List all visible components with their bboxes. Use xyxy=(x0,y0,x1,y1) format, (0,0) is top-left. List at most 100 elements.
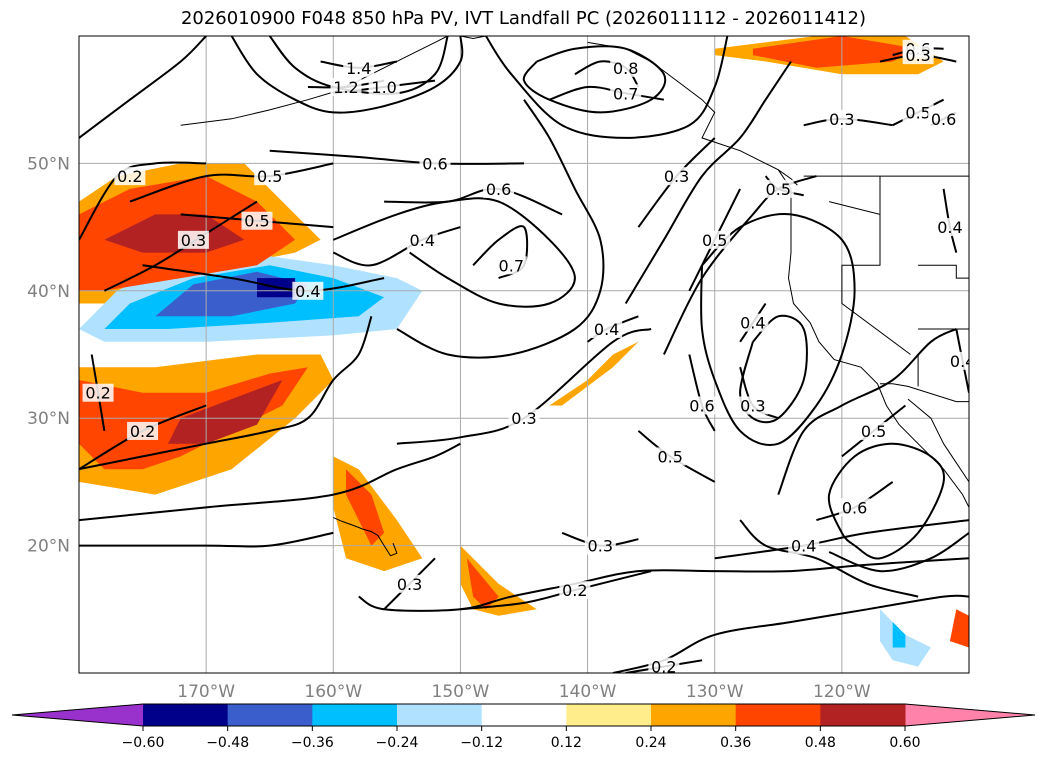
colorbar-tick-label-4: −0.12 xyxy=(460,735,503,751)
contour-label-10: 0.7 xyxy=(613,84,638,103)
contour-label-bg-8 xyxy=(495,256,527,275)
contour-label-24: 0.6 xyxy=(842,498,867,517)
contour-label-13: 1.0 xyxy=(371,78,396,97)
contour-label-bg-24 xyxy=(839,498,871,517)
colorbar-segment-5 xyxy=(566,704,652,726)
contour-label-9: 0.8 xyxy=(613,59,638,78)
contour-label-21: 0.5 xyxy=(766,180,791,199)
contour-label-32: 0.4 xyxy=(950,352,975,371)
contour-1 xyxy=(103,200,258,292)
contour-0 xyxy=(79,161,207,241)
contour-label-bg-26 xyxy=(826,109,858,128)
contour-label-bg-17 xyxy=(699,230,731,249)
coastline-0 xyxy=(587,41,969,508)
colorbar-segment-8 xyxy=(820,704,906,726)
contour-4 xyxy=(269,149,525,165)
chart-title: 2026010900 F048 850 hPa PV, IVT Landfall… xyxy=(180,8,867,29)
contour-label-6: 0.4 xyxy=(410,231,435,250)
lat-tick-label-1: 30°N xyxy=(27,409,70,429)
contour-label-bg-36 xyxy=(394,574,426,593)
contour-line-9 xyxy=(79,531,334,548)
contour-label-bg-12 xyxy=(330,77,362,96)
contour-label-bg-4 xyxy=(419,154,451,173)
contour-label-bg-7 xyxy=(483,179,515,198)
contour-label-bg-32 xyxy=(947,351,969,370)
contour-label-bg-13 xyxy=(368,77,400,96)
contour-label-bg-0 xyxy=(114,167,146,186)
contour-label-bg-33 xyxy=(82,383,114,402)
map-area: 0.2 0.3 0.5 0.5 0.6 0.4 0.4 0.6 0.7 0.8 0.7 1.41.2 1… xyxy=(79,36,975,673)
contour-label-bg-22 xyxy=(737,313,769,332)
map-frame xyxy=(78,35,970,674)
contour-line-13 xyxy=(739,314,808,424)
contour-label-8: 0.7 xyxy=(499,256,524,275)
contour-label-30: 0.3 xyxy=(905,46,930,65)
colorbar: −0.60 −0.48 −0.36 −0.24 −0.12 0.12 0.24 0.36 0.4… xyxy=(11,703,1036,751)
contour-line-8 xyxy=(79,442,461,522)
lat-tick-label-3: 50°N xyxy=(27,154,70,174)
contour-label-25: 0.4 xyxy=(791,537,816,556)
contour-label-12: 1.2 xyxy=(333,78,358,97)
contour-label-bg-5 xyxy=(292,281,324,300)
contour-label-bg-19 xyxy=(654,447,686,466)
contour-label-bg-14 xyxy=(508,409,540,428)
contour-25 xyxy=(714,519,969,560)
contour-label-bg-21 xyxy=(762,179,794,198)
colorbar-segment-7 xyxy=(735,704,821,726)
contour-label-bg-31 xyxy=(934,218,966,237)
contour-label-bg-2 xyxy=(254,167,286,186)
contour-label-35: 0.3 xyxy=(588,537,613,556)
coastline-10 xyxy=(918,264,969,279)
shaded-region-5 xyxy=(549,341,639,406)
contour-label-bg-37 xyxy=(559,581,591,600)
colorbar-segment-0 xyxy=(143,704,229,726)
shaded-region-18 xyxy=(168,380,283,444)
contour-label-34: 0.2 xyxy=(130,422,155,441)
lon-tick-label-0: 170°W xyxy=(177,682,235,702)
colorbar-tick-label-8: 0.48 xyxy=(805,735,836,751)
contour-5 xyxy=(142,264,385,292)
contour-label-bg-34 xyxy=(127,421,159,440)
contour-label-15: 0.4 xyxy=(594,320,619,339)
lon-tick-label-2: 150°W xyxy=(432,682,490,702)
contour-label-5: 0.4 xyxy=(295,282,320,301)
contour-label-bg-20 xyxy=(737,396,769,415)
contour-label-bg-30 xyxy=(902,46,934,65)
colorbar-tick-label-3: −0.24 xyxy=(376,735,419,751)
contour-label-bg-18 xyxy=(686,396,718,415)
lon-tick-label-1: 160°W xyxy=(304,682,362,702)
contour-line-7 xyxy=(79,315,373,471)
contour-line-15 xyxy=(624,60,792,305)
contour-label-bg-15 xyxy=(591,320,623,339)
colorbar-segment-3 xyxy=(397,704,483,726)
contour-line-1 xyxy=(230,36,464,114)
contour-label-23: 0.5 xyxy=(861,422,886,441)
contour-7 xyxy=(384,187,563,216)
contour-line-5 xyxy=(332,197,576,308)
contour-label-bg-16 xyxy=(661,167,693,186)
contour-label-20: 0.3 xyxy=(740,396,765,415)
contour-label-28: 0.6 xyxy=(931,110,956,129)
shaded-region-14 xyxy=(892,622,906,648)
contour-line-6 xyxy=(396,99,605,359)
contour-37 xyxy=(460,570,652,611)
contour-6 xyxy=(332,226,461,267)
colorbar-tick-label-9: 0.60 xyxy=(889,735,920,751)
contour-label-16: 0.3 xyxy=(664,167,689,186)
contour-label-11: 1.4 xyxy=(346,59,371,78)
shaded-region-16 xyxy=(104,214,245,253)
colorbar-segment-1 xyxy=(227,704,313,726)
contour-label-bg-25 xyxy=(788,536,820,555)
contour-label-36: 0.3 xyxy=(397,575,422,594)
colorbar-segment-2 xyxy=(312,704,398,726)
contour-label-19: 0.5 xyxy=(657,447,682,466)
contour-label-bg-35 xyxy=(584,536,616,555)
lon-tick-label-3: 140°W xyxy=(559,682,617,702)
coastline-6 xyxy=(460,36,486,40)
contour-line-0 xyxy=(79,36,207,139)
contour-label-33: 0.2 xyxy=(85,384,110,403)
lon-tick-label-5: 120°W xyxy=(813,682,871,702)
colorbar-segment-4 xyxy=(481,704,567,726)
contour-line-3 xyxy=(522,45,667,114)
lat-tick-label-2: 40°N xyxy=(27,282,70,302)
